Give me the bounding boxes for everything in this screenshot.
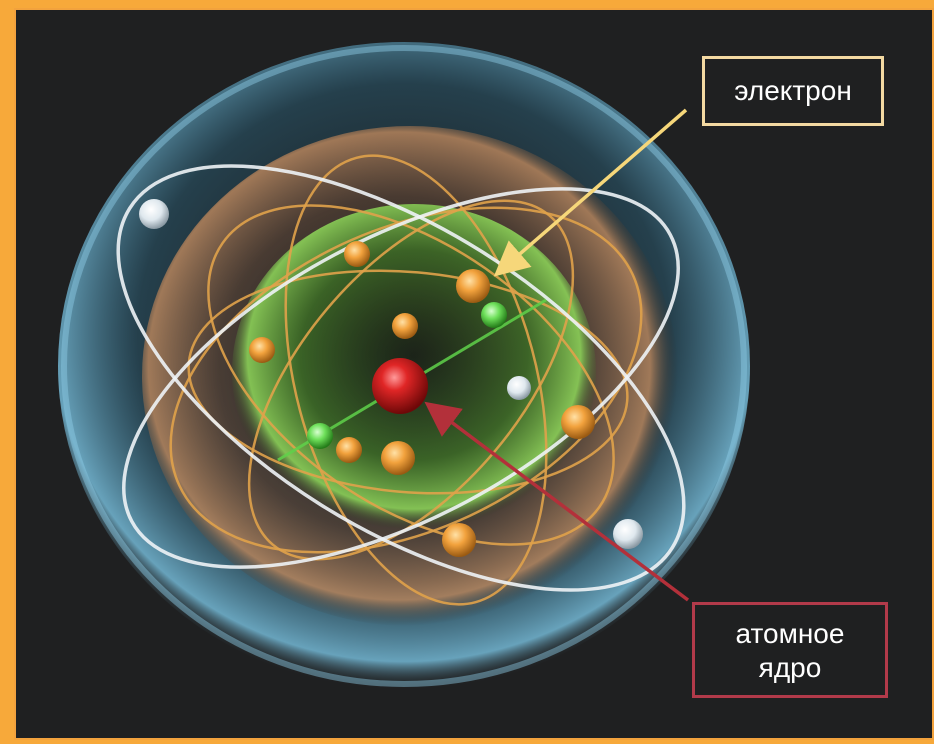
electron-orange-4 <box>249 337 275 363</box>
electron-orange-1 <box>456 269 490 303</box>
nucleus-pointer-arrow <box>424 401 690 602</box>
electron-orange-3 <box>392 313 418 339</box>
electron-white-1 <box>139 199 169 229</box>
electron-orange-6 <box>381 441 415 475</box>
electron-green-1 <box>481 302 507 328</box>
electron-orange-2 <box>344 241 370 267</box>
electron-pointer-arrow <box>493 108 688 277</box>
diagram-canvas: электрон атомное ядро <box>14 8 934 740</box>
green-electrons <box>307 302 507 449</box>
electron-label: электрон <box>702 56 884 126</box>
nucleus-label: атомное ядро <box>692 602 888 698</box>
electron-white-3 <box>613 519 643 549</box>
nucleus-sphere <box>372 358 428 414</box>
outer-shell-rim <box>61 45 747 687</box>
white-orbits <box>116 164 686 592</box>
electron-green-2 <box>307 423 333 449</box>
atom-diagram <box>58 42 750 690</box>
electron-orange-8 <box>442 523 476 557</box>
electron-orange-7 <box>561 405 595 439</box>
orange-electrons <box>249 241 595 557</box>
electron-orange-5 <box>336 437 362 463</box>
white-electrons <box>139 199 643 549</box>
electron-white-2 <box>507 376 531 400</box>
